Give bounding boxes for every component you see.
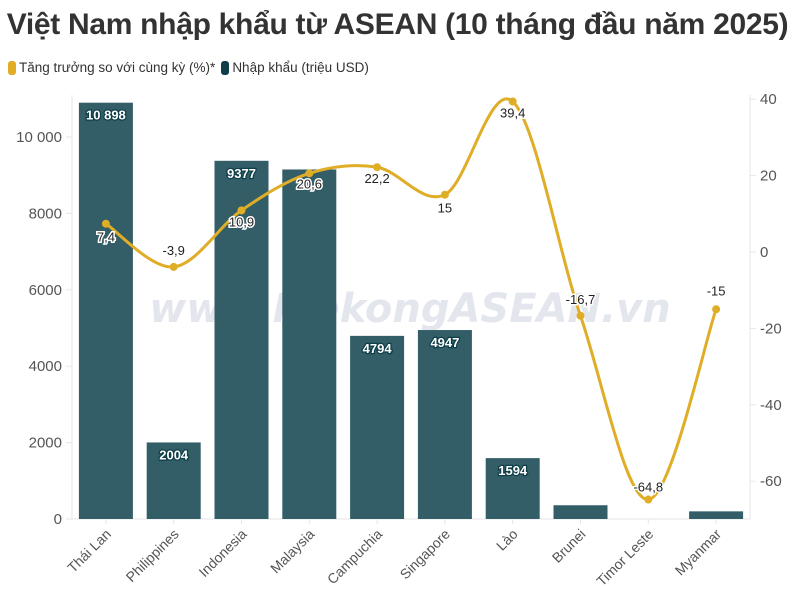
growth-point[interactable] [508, 97, 517, 106]
x-axis-label: Lào [493, 526, 521, 554]
legend-item-growth[interactable]: Tăng trưởng so với cùng kỳ (%)* [8, 60, 215, 75]
legend-swatch-imports [221, 60, 230, 75]
legend: Tăng trưởng so với cùng kỳ (%)* Nhập khẩ… [8, 60, 375, 75]
right-axis-tick: 20 [760, 168, 777, 185]
legend-swatch-growth [8, 60, 16, 75]
x-axis-label: Malaysia [267, 526, 318, 577]
x-axis-label: Thái Lan [64, 526, 114, 576]
chart-title: Việt Nam nhập khẩu từ ASEAN (10 tháng đầ… [6, 8, 789, 41]
left-axis-tick: 10 000 [16, 129, 62, 146]
left-axis-tick: 0 [54, 511, 62, 528]
bar-value-label: 2004 [159, 447, 189, 462]
growth-point[interactable] [237, 206, 246, 215]
growth-value-label: 10,9 [229, 214, 254, 229]
growth-point[interactable] [644, 495, 653, 504]
right-axis-tick: -20 [760, 320, 782, 337]
growth-value-label: 22,2 [364, 171, 389, 186]
x-axis-label: Campuchia [324, 526, 386, 588]
growth-point[interactable] [169, 262, 178, 271]
bar-philippines[interactable] [146, 442, 201, 519]
bar-value-label: 1594 [498, 463, 528, 478]
bar-value-label: 4947 [430, 335, 459, 350]
legend-item-imports[interactable]: Nhập khẩu (triệu USD) [221, 60, 369, 75]
x-axis-label: Brunei [549, 526, 589, 566]
right-axis-tick: -40 [760, 397, 782, 414]
bar-thái-lan[interactable] [78, 102, 133, 519]
left-axis-tick: 4000 [29, 358, 62, 375]
right-axis-tick: 0 [760, 244, 768, 261]
left-axis-tick: 8000 [29, 205, 62, 222]
growth-point[interactable] [373, 163, 382, 172]
bar-value-label: 9377 [227, 166, 256, 181]
growth-value-label: 39,4 [500, 105, 525, 120]
growth-point[interactable] [305, 169, 314, 178]
left-axis-tick: 2000 [29, 435, 62, 452]
x-axis-label: Indonesia [195, 526, 249, 580]
x-axis-label: Timor Leste [593, 526, 656, 589]
growth-point[interactable] [576, 311, 585, 320]
growth-point[interactable] [712, 305, 721, 314]
growth-value-label: 20,6 [297, 176, 322, 191]
bar-myanmar[interactable] [689, 511, 744, 519]
left-axis-tick: 6000 [29, 282, 62, 299]
bar-malaysia[interactable] [282, 169, 337, 519]
bar-campuchia[interactable] [350, 335, 405, 519]
growth-value-label: 15 [438, 201, 452, 216]
growth-value-label: 7,4 [97, 230, 115, 245]
growth-point[interactable] [440, 190, 449, 199]
growth-value-label: -15 [707, 283, 726, 298]
growth-value-label: -3,9 [162, 243, 184, 258]
right-axis-tick: -60 [760, 473, 782, 490]
bar-value-label: 10 898 [86, 108, 126, 123]
x-axis-label: Myanmar [672, 526, 725, 579]
x-axis-label: Philippines [123, 526, 182, 585]
legend-label-growth: Tăng trưởng so với cùng kỳ (%)* [19, 60, 216, 75]
growth-value-label: -16,7 [566, 292, 596, 307]
bar-brunei[interactable] [553, 505, 608, 519]
growth-line [105, 97, 718, 502]
growth-value-label: -64,8 [633, 480, 663, 495]
bar-indonesia[interactable] [214, 160, 269, 520]
growth-point[interactable] [101, 219, 110, 228]
bar-value-label: 4794 [363, 341, 393, 356]
bar-singapore[interactable] [417, 330, 472, 519]
bar-lào[interactable] [485, 458, 540, 519]
x-axis-label: Singapore [397, 526, 454, 583]
legend-label-imports: Nhập khẩu (triệu USD) [232, 60, 369, 75]
right-axis-tick: 40 [760, 91, 777, 108]
